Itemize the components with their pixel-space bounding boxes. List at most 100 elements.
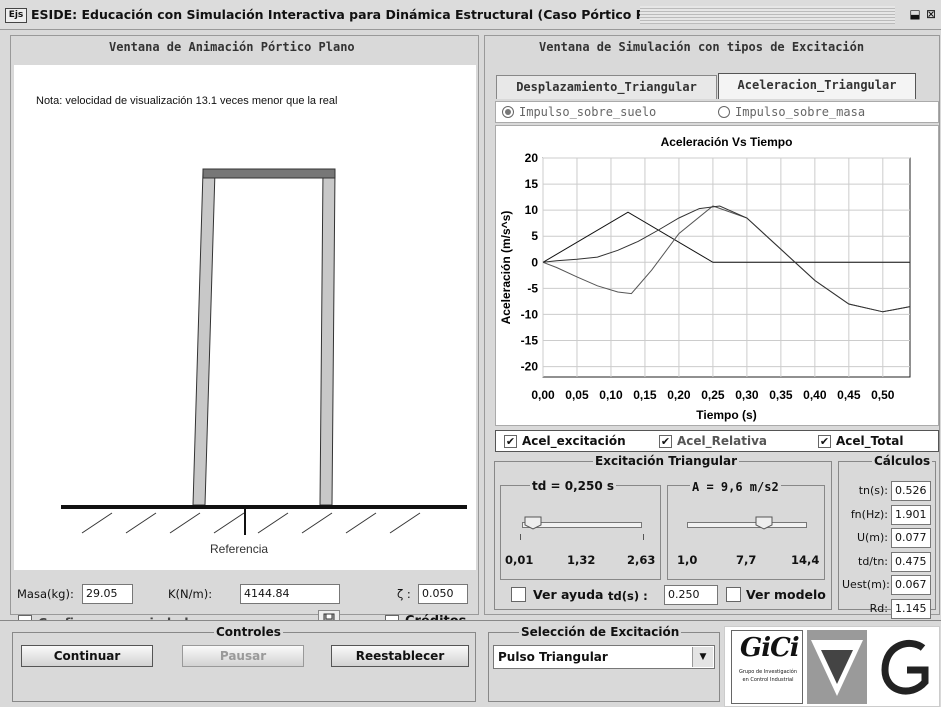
- y-tick-label: -20: [521, 360, 539, 374]
- close-icon[interactable]: ⊠: [925, 7, 937, 21]
- td-ticks: [520, 534, 644, 540]
- tab-aceleracion[interactable]: Aceleracion_Triangular: [718, 73, 916, 99]
- x-tick-label: 0,15: [633, 388, 657, 402]
- x-tick-label: 0,20: [667, 388, 691, 402]
- masa-label: Masa(kg):: [17, 587, 74, 601]
- y-axis-label: Aceleración (m/s^s): [499, 211, 513, 325]
- pausar-button[interactable]: Pausar: [182, 645, 304, 667]
- y-tick-label: -5: [527, 281, 538, 295]
- animation-panel-title: Ventana de Animación Pórtico Plano: [105, 40, 359, 54]
- series-line-1: [542, 211, 910, 263]
- x-tick-label: 0,05: [565, 388, 589, 402]
- calc-label: Uest(m):: [842, 578, 890, 591]
- continuar-button[interactable]: Continuar: [21, 645, 153, 667]
- a-label: A = 9,6 m/s2: [690, 480, 781, 494]
- excitacion-select-value: Pulso Triangular: [498, 650, 608, 664]
- left-column: [192, 170, 216, 506]
- chevron-down-icon[interactable]: ▼: [692, 647, 713, 667]
- y-tick-label: 20: [525, 151, 539, 165]
- app-icon: Ejs: [5, 8, 27, 23]
- series-legend: ✔ Acel_excitación ✔ Acel_Relativa ✔ Acel…: [495, 430, 939, 452]
- masa-field[interactable]: 29.05: [82, 584, 133, 604]
- y-tick-label: 15: [525, 177, 539, 191]
- window-title: ESIDE: Educación con Simulación Interact…: [31, 7, 681, 22]
- ver-ayuda-checkbox[interactable]: [511, 587, 526, 602]
- seleccion-title: Selección de Excitación: [519, 625, 682, 639]
- a-min: 1,0: [677, 553, 698, 567]
- impulse-radio-group: Impulso_sobre_suelo Impulso_sobre_masa: [495, 101, 939, 123]
- x-tick-label: 0,30: [735, 388, 759, 402]
- gici-logo: GiCi Grupo de Investigación en Control I…: [731, 630, 803, 704]
- legend-relativa-label: Acel_Relativa: [677, 434, 768, 448]
- legend-total-checkbox[interactable]: ✔: [818, 435, 831, 448]
- x-tick-label: 0,45: [837, 388, 861, 402]
- legend-excitacion-checkbox[interactable]: ✔: [504, 435, 517, 448]
- a-slider-thumb[interactable]: [755, 516, 773, 530]
- x-tick-label: 0,10: [599, 388, 623, 402]
- university-logo: [807, 630, 867, 704]
- y-tick-label: 10: [525, 203, 539, 217]
- series-line-3: [542, 205, 911, 313]
- excitacion-title: Excitación Triangular: [593, 454, 739, 468]
- legend-total-label: Acel_Total: [836, 434, 904, 448]
- g-logo: [881, 639, 929, 695]
- acceleration-chart: 20 15 10 5 0 -5 -10 -15 -20 0,00 0,05 0,10 0,15 0,20 0…: [495, 125, 939, 426]
- radio-masa-label: Impulso_sobre_masa: [735, 105, 866, 119]
- y-tick-label: -10: [521, 307, 539, 321]
- calculos-title: Cálculos: [872, 454, 933, 468]
- animation-canvas: Nota: velocidad de visualización 13.1 ve…: [14, 65, 476, 570]
- calc-value: 0.067: [891, 575, 931, 595]
- x-tick-label: 0,35: [769, 388, 793, 402]
- beam: [202, 168, 336, 179]
- y-tick-label: 5: [531, 229, 538, 243]
- ground-line: [61, 505, 467, 509]
- restore-icon[interactable]: ⬓: [909, 7, 921, 21]
- speed-note: Nota: velocidad de visualización 13.1 ve…: [36, 95, 338, 107]
- chart-svg: 20 15 10 5 0 -5 -10 -15 -20 0,00 0,05 0,10 0,15 0,20 0…: [499, 135, 911, 422]
- calc-value: 0.475: [891, 551, 931, 572]
- k-field[interactable]: 4144.84: [240, 584, 340, 604]
- k-label: K(N/m):: [168, 587, 213, 601]
- reestablecer-button[interactable]: Reestablecer: [331, 645, 469, 667]
- simulation-panel: [484, 35, 940, 615]
- controles-group: [12, 632, 476, 702]
- ver-ayuda-label: Ver ayuda: [533, 587, 604, 602]
- radio-masa[interactable]: [718, 106, 730, 118]
- ver-modelo-checkbox[interactable]: [726, 587, 741, 602]
- tds-label: td(s) :: [608, 589, 648, 603]
- x-tick-label: 0,40: [803, 388, 827, 402]
- radio-suelo[interactable]: [502, 106, 514, 118]
- y-tick-label: 0: [531, 255, 538, 269]
- calc-value: 1.145: [891, 598, 931, 619]
- a-slider-track[interactable]: [687, 522, 807, 528]
- logos-area: GiCi Grupo de Investigación en Control I…: [724, 626, 940, 707]
- title-bar-pattern: [640, 6, 895, 24]
- tab-desplazamiento[interactable]: Desplazamiento_Triangular: [496, 75, 717, 99]
- legend-relativa-checkbox[interactable]: ✔: [659, 435, 672, 448]
- a-mid: 7,7: [736, 553, 757, 567]
- plot-frame: [542, 157, 911, 378]
- calc-label: Rd:: [869, 601, 888, 615]
- td-slider-track[interactable]: [522, 522, 642, 528]
- title-bar: Ejs ESIDE: Educación con Simulación Inte…: [0, 0, 941, 30]
- td-label: td = 0,250 s: [530, 479, 617, 493]
- x-axis-label: Tiempo (s): [696, 408, 756, 422]
- excitacion-select[interactable]: Pulso Triangular ▼: [493, 645, 715, 669]
- zeta-field[interactable]: 0.050: [418, 584, 468, 604]
- calc-value: 0.077: [891, 528, 931, 548]
- calc-value: 0.526: [891, 481, 931, 501]
- calc-label: td/tn:: [858, 554, 888, 568]
- animation-panel: [10, 35, 479, 615]
- a-max: 14,4: [791, 553, 820, 567]
- frame-drawing: [61, 168, 467, 535]
- x-tick-label: 0,25: [701, 388, 725, 402]
- td-mid: 1,32: [567, 553, 596, 567]
- legend-excitacion-label: Acel_excitación: [522, 434, 626, 448]
- tds-field[interactable]: 0.250: [664, 585, 718, 605]
- ground-hatch: [81, 512, 421, 534]
- radio-suelo-label: Impulso_sobre_suelo: [519, 105, 657, 119]
- simulation-panel-title: Ventana de Simulación con tipos de Excit…: [535, 40, 869, 54]
- zeta-label: ζ :: [397, 587, 411, 601]
- td-slider-thumb[interactable]: [524, 516, 542, 530]
- td-max: 2,63: [627, 553, 656, 567]
